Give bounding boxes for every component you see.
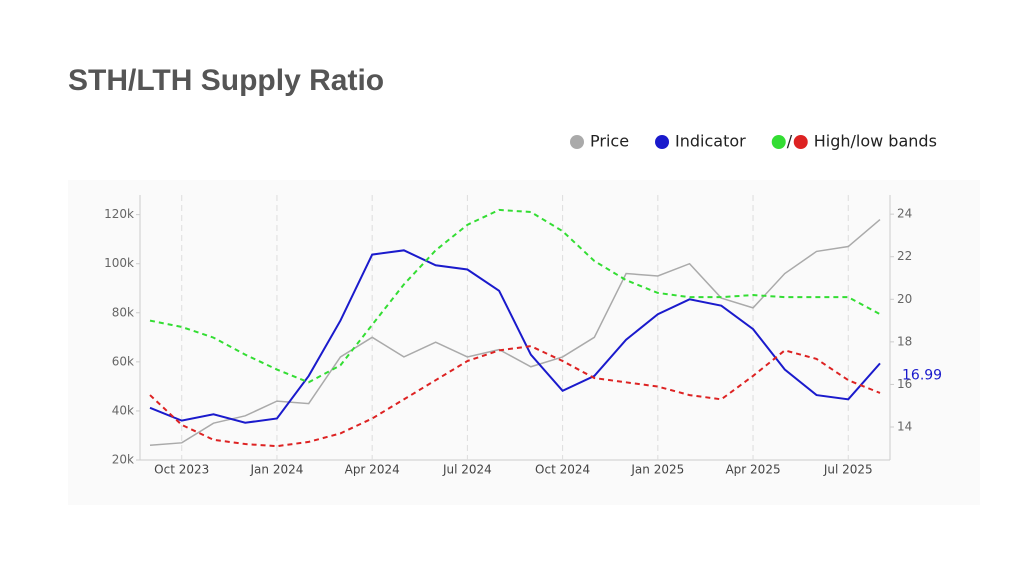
x-tick-label: Oct 2023 — [154, 463, 209, 477]
x-tick-label: Jul 2025 — [823, 463, 873, 477]
y-tick-label: 40k — [112, 403, 134, 417]
x-tick-label: Apr 2024 — [345, 463, 400, 477]
y-tick-label: 80k — [112, 305, 134, 319]
x-tick-label: Jan 2025 — [630, 463, 684, 477]
y-tick-label: 20k — [112, 453, 134, 467]
end-value-label: 16.99 — [902, 367, 942, 383]
y2-tick-label: 18 — [897, 334, 912, 348]
chart-title: STH/LTH Supply Ratio — [68, 64, 384, 97]
y2-tick-label: 16 — [897, 377, 912, 391]
y-tick-label: 120k — [104, 207, 134, 221]
legend-marker — [655, 135, 670, 149]
legend-marker — [570, 135, 584, 149]
y2-tick-label: 20 — [897, 292, 912, 306]
y2-tick-label: 14 — [897, 420, 912, 434]
y2-tick-label: 22 — [897, 249, 912, 263]
series-line — [149, 249, 881, 424]
y2-tick-label: 24 — [897, 207, 912, 221]
low-band-line — [149, 345, 881, 448]
legend-label: Price — [590, 132, 629, 151]
series-line — [149, 218, 881, 447]
legend-marker — [793, 135, 808, 149]
x-tick-label: Jan 2024 — [250, 463, 304, 477]
legend-label: Indicator — [675, 132, 746, 151]
legend-separator: / — [787, 132, 793, 151]
x-tick-label: Jul 2024 — [442, 463, 492, 477]
y-tick-label: 60k — [112, 354, 134, 368]
x-tick-label: Apr 2025 — [725, 463, 780, 477]
legend-label: High/low bands — [814, 132, 937, 151]
x-tick-label: Oct 2024 — [535, 463, 590, 477]
legend-marker — [771, 135, 786, 149]
y-tick-label: 100k — [104, 256, 134, 270]
